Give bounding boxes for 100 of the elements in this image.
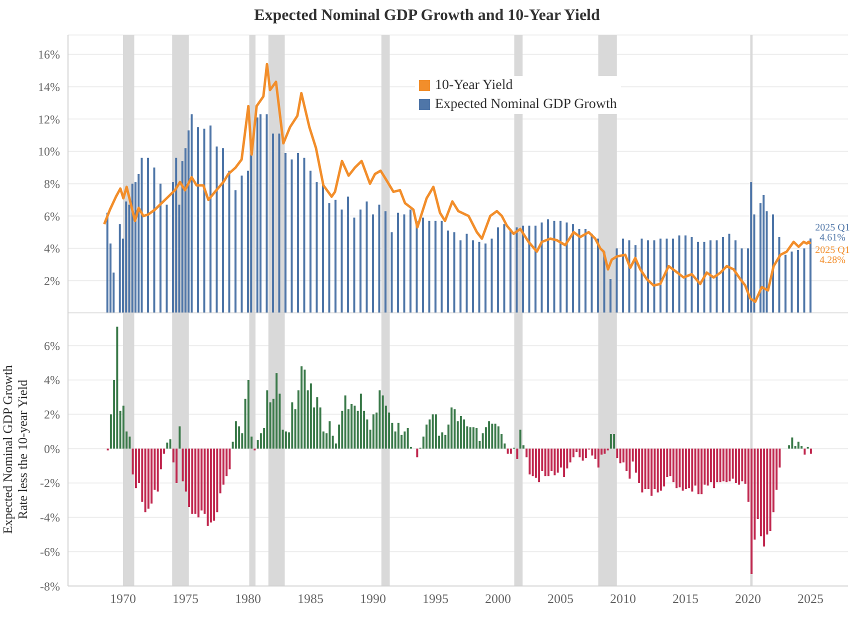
- bar: [178, 426, 181, 449]
- bar: [460, 416, 462, 449]
- bar: [478, 242, 480, 313]
- bar: [709, 240, 712, 313]
- bar: [422, 218, 424, 313]
- bar: [784, 254, 786, 313]
- bar: [140, 158, 143, 313]
- bar: [672, 238, 674, 313]
- bar: [378, 204, 380, 313]
- bar: [546, 219, 549, 313]
- bar: [122, 406, 124, 449]
- bar: [734, 240, 736, 313]
- bar: [322, 184, 324, 313]
- bar: [147, 448, 150, 509]
- bar: [584, 448, 587, 458]
- bar: [544, 448, 546, 476]
- y-tick-label: -2%: [40, 476, 60, 490]
- bar: [728, 448, 731, 482]
- bar: [259, 114, 262, 313]
- bar: [734, 448, 737, 483]
- bar: [534, 226, 536, 313]
- bar: [290, 159, 293, 313]
- bar: [803, 248, 806, 313]
- bar: [310, 383, 312, 449]
- bar: [634, 245, 636, 313]
- bar: [272, 134, 274, 313]
- bar: [450, 407, 453, 449]
- x-tick-label: 1985: [298, 591, 324, 606]
- bar: [556, 448, 559, 473]
- bar: [216, 146, 218, 313]
- bar: [300, 366, 303, 449]
- y-tick-label: 12%: [38, 112, 60, 126]
- x-tick-label: 2010: [610, 591, 636, 606]
- x-tick-label: 1980: [235, 591, 261, 606]
- bar: [360, 394, 362, 449]
- bar: [206, 448, 209, 526]
- bar: [490, 238, 493, 313]
- bar: [222, 148, 224, 313]
- bar: [416, 448, 418, 458]
- bar: [134, 448, 137, 488]
- bar: [738, 448, 740, 485]
- bar: [597, 448, 600, 468]
- bar: [713, 448, 716, 488]
- bar: [497, 426, 500, 449]
- bar: [453, 232, 456, 313]
- bar: [622, 238, 624, 313]
- bar: [406, 428, 409, 449]
- bar: [566, 222, 568, 313]
- bar: [247, 380, 250, 449]
- bar: [596, 238, 599, 313]
- y-tick-label: 2%: [44, 408, 60, 422]
- bar: [741, 448, 744, 482]
- bar: [716, 240, 718, 313]
- bar: [563, 448, 566, 477]
- bar: [316, 397, 318, 449]
- bar: [197, 448, 200, 518]
- bar: [384, 211, 386, 313]
- bar: [440, 220, 443, 313]
- y-tick-label: 4%: [44, 373, 60, 388]
- bar: [653, 240, 656, 313]
- bar: [696, 242, 699, 313]
- legend-label: Expected Nominal GDP Growth: [435, 96, 617, 114]
- bar: [291, 402, 294, 449]
- x-tick-label: 1995: [422, 591, 448, 606]
- bar: [688, 448, 690, 488]
- x-tick-label: 1990: [360, 591, 386, 606]
- bar: [628, 448, 631, 479]
- bar: [682, 448, 684, 491]
- bar: [284, 152, 286, 313]
- y-tick-label: -6%: [40, 544, 60, 559]
- bar: [604, 448, 606, 454]
- bar: [640, 238, 643, 313]
- bar: [656, 448, 659, 492]
- bar: [804, 448, 806, 455]
- bar: [810, 448, 812, 454]
- x-tick-label: 2025: [798, 591, 824, 606]
- bar: [494, 424, 496, 449]
- bar: [353, 218, 356, 313]
- bar: [409, 210, 412, 313]
- bar: [578, 448, 581, 458]
- bar: [396, 212, 399, 313]
- bar: [578, 228, 580, 313]
- bar: [228, 170, 230, 313]
- bar: [628, 240, 630, 313]
- bar: [703, 242, 706, 313]
- y-tick-label: 0%: [44, 442, 60, 456]
- annotation: 2025 Q1 4.28%: [815, 244, 850, 266]
- bar: [619, 448, 622, 464]
- bar: [678, 448, 681, 488]
- bar: [591, 448, 594, 456]
- y-tick-label: 6%: [44, 209, 60, 224]
- bar: [522, 226, 524, 313]
- bar: [397, 422, 400, 449]
- bar: [663, 448, 666, 486]
- y-tick-label: 14%: [38, 80, 60, 94]
- x-tick-label: 2015: [672, 591, 698, 606]
- bar: [296, 152, 299, 313]
- y-tick-label: 8%: [44, 176, 60, 191]
- y-tick-label: -4%: [40, 510, 60, 525]
- bar: [403, 214, 406, 313]
